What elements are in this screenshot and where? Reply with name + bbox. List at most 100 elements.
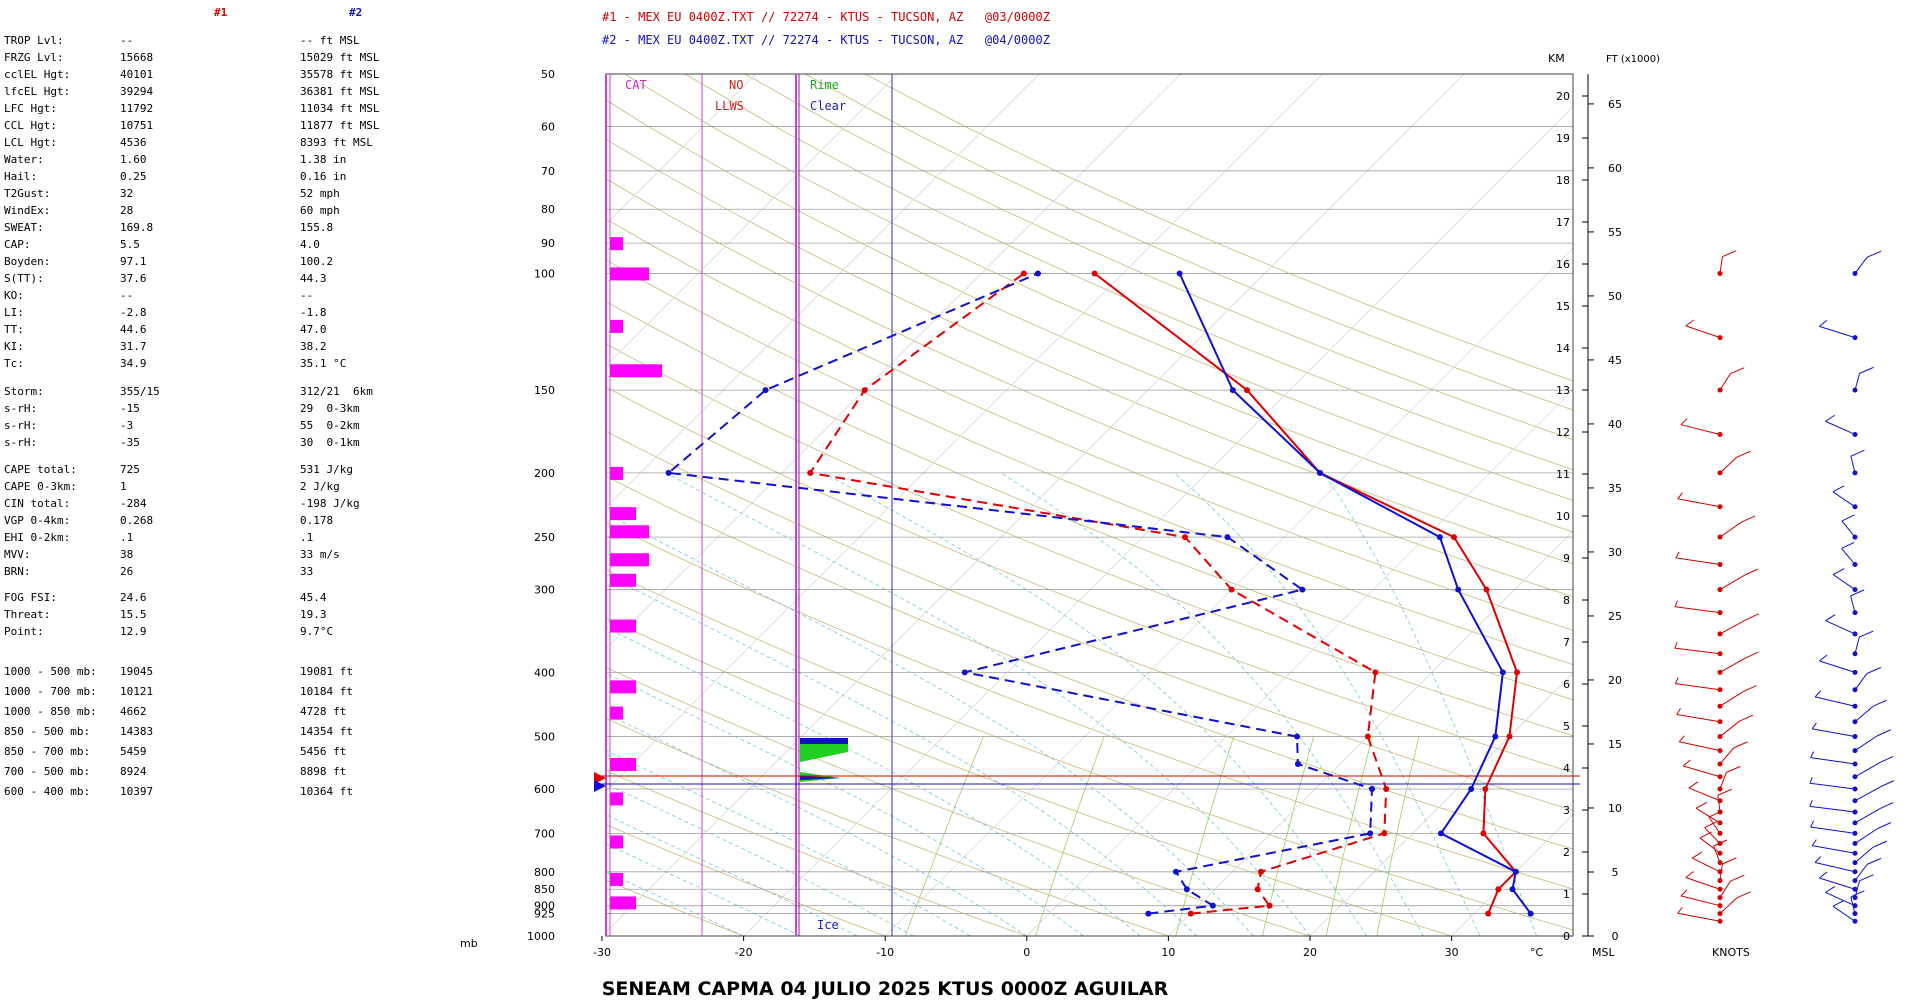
stat-value-1: 10121: [120, 685, 153, 698]
wind-2-barb-flag: [1851, 590, 1865, 596]
stat-value-1: 5459: [120, 745, 147, 758]
sounding-1-dewp-point: [807, 470, 813, 476]
stat-value-2: 29 0-3km: [300, 402, 360, 415]
plot-frame: [606, 74, 1573, 936]
stat-value-2: 11034 ft MSL: [300, 102, 379, 115]
stat-value-1: 19045: [120, 665, 153, 678]
temp-tick-label: -30: [593, 946, 611, 959]
sounding-1-temp-point: [1514, 669, 1520, 675]
km-tick-label: 20: [1556, 90, 1570, 103]
sounding-2-temp-point: [1510, 886, 1516, 892]
wind-2-barb-point: [1853, 651, 1858, 656]
sounding-2-temp-point: [1230, 387, 1236, 393]
stat-value-1: -3: [120, 419, 133, 432]
pressure-tick-label: 800: [534, 866, 555, 879]
wind-1-barb: [1720, 457, 1737, 473]
km-tick-label: 4: [1563, 762, 1570, 775]
stat-value-2: 2 J/kg: [300, 480, 340, 493]
wind-2-barb: [1826, 621, 1855, 634]
wind-1-barb-flag: [1742, 516, 1755, 522]
sounding-1-temp-point: [1495, 886, 1501, 892]
km-tick-label: 13: [1556, 384, 1570, 397]
stat-value-2: 19081 ft: [300, 665, 353, 678]
wind-2-barb-flag: [1815, 856, 1821, 862]
wind-2-barb-point: [1853, 810, 1858, 815]
wind-1-barb-point: [1718, 631, 1723, 636]
wind-1-barb: [1686, 326, 1720, 338]
wind-2-barb-flag: [1825, 886, 1834, 892]
stat-value-2: -1.8: [300, 306, 327, 319]
wind-2-barb-flag: [1842, 542, 1855, 548]
moist-adiabat: [666, 473, 1310, 936]
wind-2-barb-flag: [1842, 515, 1855, 521]
sounding-1-dewp-point: [1255, 886, 1261, 892]
ft-tick-label: 25: [1608, 610, 1622, 623]
sounding-2-temp-point: [1177, 270, 1183, 276]
wind-1-barb-point: [1718, 535, 1723, 540]
wind-1-barb-point: [1718, 562, 1723, 567]
stat-value-1: 15668: [120, 51, 153, 64]
wind-1-barb-flag: [1686, 320, 1694, 326]
pressure-tick-label: 100: [534, 267, 555, 280]
dry-adiabat: [805, 74, 1920, 936]
km-tick-label: 15: [1556, 300, 1570, 313]
wind-2-barb-flag: [1851, 450, 1865, 456]
stat-value-1: 12.9: [120, 625, 147, 638]
wind-2-barb: [1851, 596, 1855, 613]
cat-bar: [610, 680, 636, 693]
stat-value-2: --: [300, 289, 313, 302]
wind-1-barb-flag: [1696, 802, 1707, 808]
sounding-1-temp-point: [1506, 734, 1512, 740]
wind-1-barb-flag: [1677, 709, 1681, 715]
moist-adiabat: [824, 473, 1367, 936]
stat-value-2: 47.0: [300, 323, 327, 336]
ft-tick-label: 5: [1612, 866, 1619, 879]
stat-value-2: 38.2: [300, 340, 327, 353]
stat-value-1: -2.8: [120, 306, 147, 319]
sounding-1-temp-point: [1485, 911, 1491, 917]
pressure-tick-label: 700: [534, 827, 555, 840]
wind-2-barb-flag: [1867, 668, 1881, 674]
wind-1-barb-flag: [1737, 451, 1751, 457]
stat-value-2: 0.178: [300, 514, 333, 527]
km-tick-label: 11: [1556, 468, 1570, 481]
icing-label-no: NO: [729, 78, 743, 92]
wind-1-barb-point: [1718, 704, 1723, 709]
temp-tick-label: -20: [735, 946, 753, 959]
wind-1-barb: [1720, 658, 1745, 672]
wind-2-barb: [1815, 697, 1855, 706]
stat-value-1: --: [120, 34, 133, 47]
dry-adiabat: [685, 74, 1920, 936]
wind-1-barb-flag: [1739, 715, 1753, 721]
isotherm: [319, 74, 1181, 936]
wind-2-barb-flag: [1860, 367, 1874, 373]
stat-value-2: 45.4: [300, 591, 327, 604]
wind-1-barb: [1678, 913, 1720, 921]
stat-value-1: 4536: [120, 136, 147, 149]
wind-2-barb-point: [1853, 761, 1858, 766]
stat-value-2: 35578 ft MSL: [300, 68, 379, 81]
stat-value-1: 31.7: [120, 340, 147, 353]
sounding-1-dewp-point: [1267, 903, 1273, 909]
km-tick-label: 7: [1563, 636, 1570, 649]
stat-value-1: 28: [120, 204, 133, 217]
wind-2-barb-flag: [1833, 900, 1844, 906]
wind-1-barb-point: [1718, 719, 1723, 724]
wind-1-barb-point: [1718, 810, 1723, 815]
wind-1-barb-flag: [1683, 760, 1690, 766]
stat-value-1: --: [120, 289, 133, 302]
sounding-1-dewp-point: [862, 387, 868, 393]
stat-value-2: 55 0-2km: [300, 419, 360, 432]
wind-1-barb-flag: [1686, 871, 1694, 877]
wind-1-barb: [1686, 877, 1720, 889]
stat-value-2: 14354 ft: [300, 725, 353, 738]
wind-1-barb-point: [1718, 748, 1723, 753]
cat-bar: [610, 525, 649, 538]
km-tick-label: 2: [1563, 846, 1570, 859]
wind-1-barb: [1720, 692, 1743, 707]
sounding-2-dewp-point: [1145, 911, 1151, 917]
wind-2-barb-point: [1853, 562, 1858, 567]
wind-2-barb: [1810, 783, 1855, 789]
wind-2-barb: [1855, 706, 1873, 722]
stat-value-1: 11792: [120, 102, 153, 115]
